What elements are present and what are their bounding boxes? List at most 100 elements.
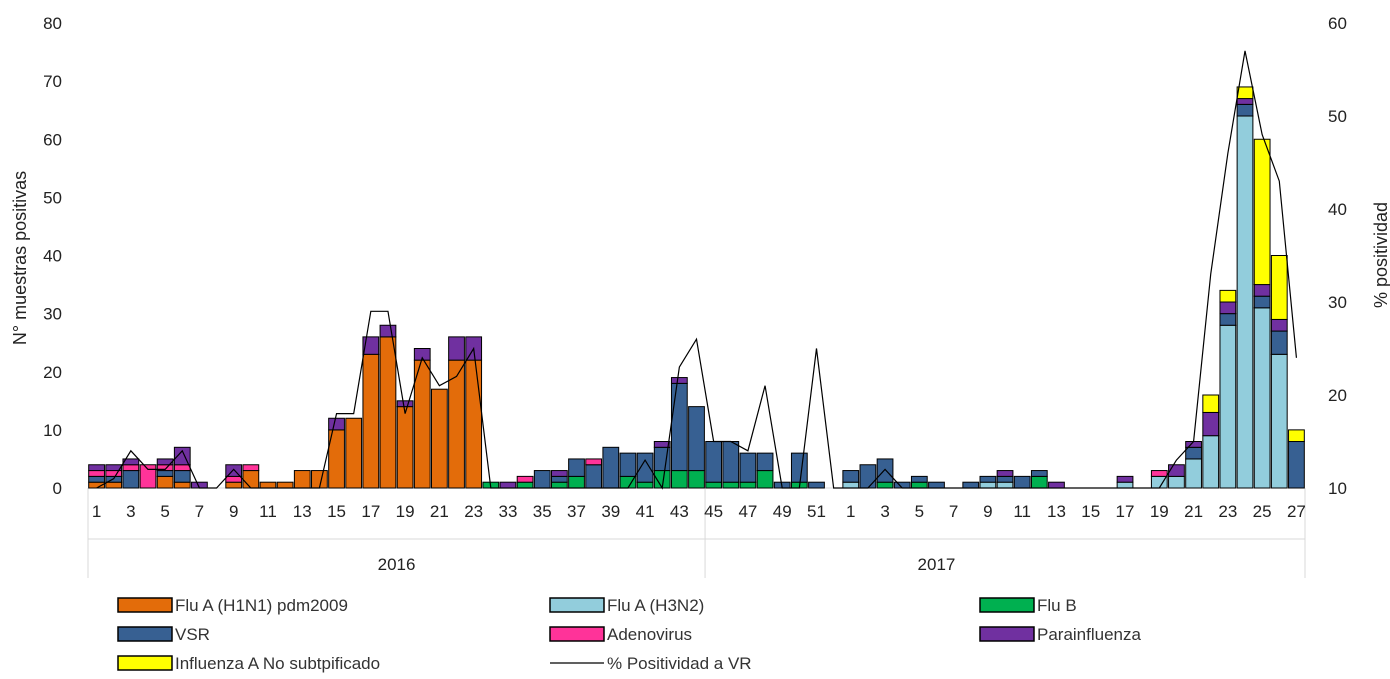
bar-segment [619, 452, 637, 477]
bar-segment [670, 377, 688, 384]
x-tick-label: 17 [1116, 502, 1135, 521]
bar-segment [413, 348, 431, 361]
bar-segment [722, 481, 740, 489]
line-layer [96, 50, 1298, 490]
y-tick-label: 70 [43, 72, 62, 91]
y-tick-label: 20 [43, 363, 62, 382]
x-tick-label: 39 [601, 502, 620, 521]
legend-label: VSR [175, 625, 210, 644]
bar-segment [1253, 138, 1271, 286]
bar-segment [105, 481, 123, 489]
bar-segment [1150, 470, 1168, 477]
legend-swatch [117, 626, 173, 642]
x-tick-label: 13 [1047, 502, 1066, 521]
legend-swatch [549, 626, 605, 642]
bar-segment [1219, 289, 1237, 303]
bar-segment [499, 481, 517, 489]
x-tick-label: 13 [293, 502, 312, 521]
bar-segment [362, 336, 380, 355]
bar-segment [979, 475, 997, 483]
bar-segment [533, 470, 551, 489]
bar-segment [328, 417, 345, 431]
bar-segment [156, 475, 174, 489]
bar-segment [585, 458, 603, 466]
bar-segment [156, 470, 174, 477]
bar-segment [242, 470, 260, 489]
x-tick-label: 41 [636, 502, 655, 521]
legend-label: Flu B [1037, 596, 1077, 615]
legend-item: Parainfluenza [979, 625, 1142, 644]
x-tick-label: 5 [160, 502, 169, 521]
bar-segment [225, 464, 243, 477]
bar-segment [1288, 429, 1305, 443]
bar-segment [431, 388, 448, 489]
bar-segment [739, 481, 757, 489]
bar-segment [448, 336, 465, 361]
bar-segment [705, 481, 723, 489]
bar-segment [88, 475, 105, 483]
x-tick-label: 3 [880, 502, 889, 521]
bar-segment [756, 452, 774, 472]
bar-segment [1116, 475, 1134, 483]
x-tick-label: 1 [846, 502, 855, 521]
x-tick-label: 5 [915, 502, 924, 521]
x-tick-label: 7 [195, 502, 204, 521]
bar-segment [1253, 284, 1271, 297]
bar-segment [1219, 324, 1237, 489]
bar-segment [379, 336, 397, 489]
bar-segment [876, 481, 894, 489]
x-tick-label: 3 [126, 502, 135, 521]
bar-segment [996, 470, 1014, 477]
bar-segment [602, 446, 620, 489]
x-tick-label: 15 [327, 502, 346, 521]
x-tick-label: 49 [773, 502, 792, 521]
bar-segment [396, 406, 414, 489]
bar-segment [996, 475, 1014, 483]
bar-segment [1202, 411, 1220, 437]
bar-segment [1013, 475, 1031, 489]
bar-segment [1236, 103, 1254, 117]
y2-tick-label: 50 [1328, 107, 1347, 126]
bar-segment [293, 470, 311, 489]
bar-segment [105, 464, 123, 472]
bar-segment [396, 400, 414, 408]
bar-segment [979, 481, 997, 489]
bar-segment [1236, 86, 1254, 100]
bar-segment [1116, 481, 1134, 489]
x-tick-label: 21 [1184, 502, 1203, 521]
bar-layer [88, 86, 1305, 489]
y2-axis-title: % positividad [1371, 202, 1390, 308]
x-tick-label: 17 [361, 502, 380, 521]
bar-segment [1288, 441, 1305, 489]
bar-segment [242, 464, 260, 472]
bar-segment [1236, 98, 1254, 105]
legend: Flu A (H1N1) pdm2009 Flu A (H3N2) Flu B VSR… [117, 596, 1142, 673]
x-tick-label: 11 [1013, 502, 1031, 521]
bar-segment [362, 353, 380, 489]
bar-segment [756, 470, 774, 489]
x-tick-label: 35 [533, 502, 552, 521]
x-tick-label: 47 [738, 502, 757, 521]
x-tick-label: 7 [949, 502, 958, 521]
x-tick-label: 19 [396, 502, 415, 521]
bar-segment [122, 458, 140, 466]
bar-segment [1048, 481, 1065, 489]
legend-item: VSR [117, 625, 210, 644]
bar-segment [1185, 458, 1202, 489]
bar-segment [910, 481, 928, 489]
bar-segment [585, 464, 603, 489]
legend-label: Adenovirus [607, 625, 692, 644]
x-tick-label: 37 [567, 502, 586, 521]
bar-segment [739, 452, 757, 483]
positivity-line [96, 50, 1298, 490]
bar-segment [1030, 470, 1048, 477]
y2-tick-label: 10 [1328, 479, 1347, 498]
bar-segment [413, 359, 431, 489]
bar-segment [88, 464, 105, 472]
x-tick-label: 23 [464, 502, 483, 521]
bar-segment [1270, 255, 1288, 320]
legend-item: Influenza A No subtpificado [117, 654, 380, 673]
bar-segment [1270, 318, 1288, 332]
